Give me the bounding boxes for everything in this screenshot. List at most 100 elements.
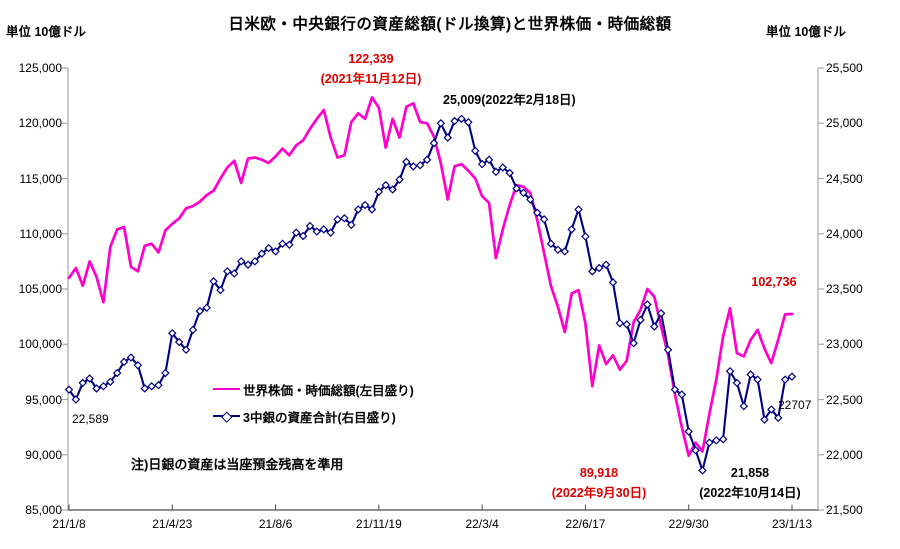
series-marker-diamond bbox=[574, 205, 583, 214]
legend: 世界株価・時価総額(左目盛り) 3中銀の資産合計(右目盛り) bbox=[213, 380, 414, 425]
series-marker-diamond bbox=[188, 325, 198, 335]
y-axis-right-label: 24,000 bbox=[826, 226, 863, 241]
series-marker-diamond bbox=[532, 208, 542, 218]
y-axis-right-label: 22,000 bbox=[826, 447, 863, 462]
series-marker-diamond bbox=[326, 228, 335, 237]
series-marker-diamond bbox=[718, 435, 728, 444]
series-marker-diamond bbox=[581, 232, 590, 241]
series-marker-diamond bbox=[622, 320, 631, 329]
series-marker-diamond bbox=[780, 375, 790, 384]
series-marker-diamond bbox=[760, 415, 769, 424]
series-marker-diamond bbox=[195, 306, 205, 316]
series-marker-diamond bbox=[126, 353, 136, 362]
annotation-navy-start: 22,589 bbox=[72, 412, 109, 426]
chart-title: 日米欧・中央銀行の資産総額(ドル換算)と世界株価・時価総額 bbox=[228, 16, 672, 33]
legend-line-magenta bbox=[213, 388, 240, 390]
series-marker-diamond bbox=[64, 385, 74, 394]
series-marker-diamond bbox=[477, 159, 487, 169]
y-axis-left-label: 110,000 bbox=[19, 226, 63, 241]
series-marker-diamond bbox=[539, 215, 549, 224]
series-marker-diamond bbox=[643, 300, 652, 309]
series-marker-diamond bbox=[422, 155, 432, 164]
series-marker-diamond bbox=[92, 384, 101, 393]
annotation-magenta-end: 102,736 bbox=[751, 275, 797, 289]
series-marker-diamond bbox=[230, 269, 239, 278]
series-marker-diamond bbox=[767, 405, 776, 414]
series-marker-diamond bbox=[168, 328, 177, 338]
y-axis-right-label: 22,500 bbox=[826, 392, 863, 407]
y-axis-right-label: 25,500 bbox=[826, 61, 863, 75]
legend-item-central-bank-assets: 3中銀の資産合計(右目盛り) bbox=[213, 407, 414, 425]
legend-line-navy bbox=[213, 411, 240, 423]
series-marker-diamond bbox=[429, 138, 439, 148]
y-axis-right-label: 21,500 bbox=[826, 503, 863, 517]
series-marker-diamond bbox=[291, 228, 301, 237]
annotation-magenta-peak-date: (2021年11月12日) bbox=[320, 72, 422, 86]
y-axis-left-label: 115,000 bbox=[19, 171, 63, 186]
series-marker-diamond bbox=[271, 247, 280, 256]
footnote: 注)日銀の資産は当座預金残高を準用 bbox=[131, 457, 344, 472]
annotation-navy-peak: 25,009(2022年2月18日) bbox=[443, 93, 576, 107]
y-axis-right-label: 23,500 bbox=[826, 282, 863, 296]
series-marker-diamond bbox=[746, 370, 755, 379]
series-marker-diamond bbox=[705, 438, 714, 447]
series-marker-diamond bbox=[374, 187, 384, 197]
left-axis-unit-label: 単位 10億ドル bbox=[6, 25, 86, 39]
legend-item-world-market-cap: 世界株価・時価総額(左目盛り) bbox=[213, 380, 414, 398]
series-marker-diamond bbox=[154, 380, 163, 390]
y-axis-left-label: 105,000 bbox=[18, 282, 62, 296]
right-axis-unit-label: 単位 10億ドル bbox=[766, 25, 846, 39]
series-marker-diamond bbox=[464, 118, 473, 127]
series-marker-diamond bbox=[553, 245, 563, 255]
series-marker-diamond bbox=[787, 372, 797, 381]
series-marker-diamond bbox=[236, 257, 246, 266]
x-axis-label: 22/3/4 bbox=[465, 517, 499, 531]
x-axis-label: 21/11/19 bbox=[355, 517, 402, 531]
series-marker-diamond bbox=[650, 322, 659, 331]
series-marker-diamond bbox=[312, 227, 322, 236]
annotation-magenta-low-date: (2022年9月30日) bbox=[551, 486, 647, 500]
series-marker-diamond bbox=[257, 249, 267, 258]
annotation-magenta-low-value: 89,918 bbox=[579, 466, 619, 480]
annotation-navy-end: 22707 bbox=[778, 398, 812, 412]
series-marker-diamond bbox=[457, 114, 466, 124]
y-axis-right-label: 24,500 bbox=[826, 171, 863, 186]
x-axis-label: 21/8/6 bbox=[258, 517, 293, 531]
series-marker-diamond bbox=[712, 436, 721, 445]
series-marker-diamond bbox=[601, 260, 611, 269]
series-marker-diamond bbox=[71, 395, 81, 404]
x-axis-label: 23/1/13 bbox=[771, 517, 813, 531]
series-marker-diamond bbox=[305, 221, 315, 231]
series-marker-diamond bbox=[567, 225, 576, 234]
legend-label-central-bank-assets: 3中銀の資産合計(右目盛り) bbox=[243, 410, 396, 425]
series-marker-diamond bbox=[443, 133, 452, 142]
series-marker-diamond bbox=[278, 239, 287, 248]
series-marker-diamond bbox=[608, 278, 618, 287]
series-marker-diamond bbox=[409, 162, 418, 171]
series-marker-diamond bbox=[340, 214, 349, 223]
series-marker-diamond bbox=[519, 188, 528, 198]
y-axis-left-label: 95,000 bbox=[25, 392, 62, 407]
series-marker-diamond bbox=[209, 277, 218, 286]
series-marker-diamond bbox=[353, 205, 363, 214]
annotation-navy-low-date: (2022年10月14日) bbox=[699, 486, 801, 500]
series-marker-diamond bbox=[491, 167, 501, 177]
series-marker-diamond bbox=[739, 401, 749, 411]
series-marker-diamond bbox=[691, 446, 700, 455]
series-marker-diamond bbox=[684, 427, 693, 436]
series-marker-diamond bbox=[388, 185, 397, 194]
series-marker-diamond bbox=[615, 319, 625, 328]
series-marker-diamond bbox=[140, 384, 149, 393]
series-marker-diamond bbox=[243, 260, 253, 269]
series-marker-diamond bbox=[202, 303, 211, 313]
series-marker-diamond bbox=[395, 175, 404, 184]
series-marker-diamond bbox=[471, 146, 480, 156]
series-marker-diamond bbox=[333, 215, 342, 224]
y-axis-left-label: 100,000 bbox=[18, 337, 62, 352]
x-axis-label: 22/6/17 bbox=[565, 517, 606, 531]
series-marker-diamond bbox=[656, 309, 666, 318]
series-marker-diamond bbox=[285, 240, 294, 250]
series-marker-diamond bbox=[594, 263, 604, 273]
